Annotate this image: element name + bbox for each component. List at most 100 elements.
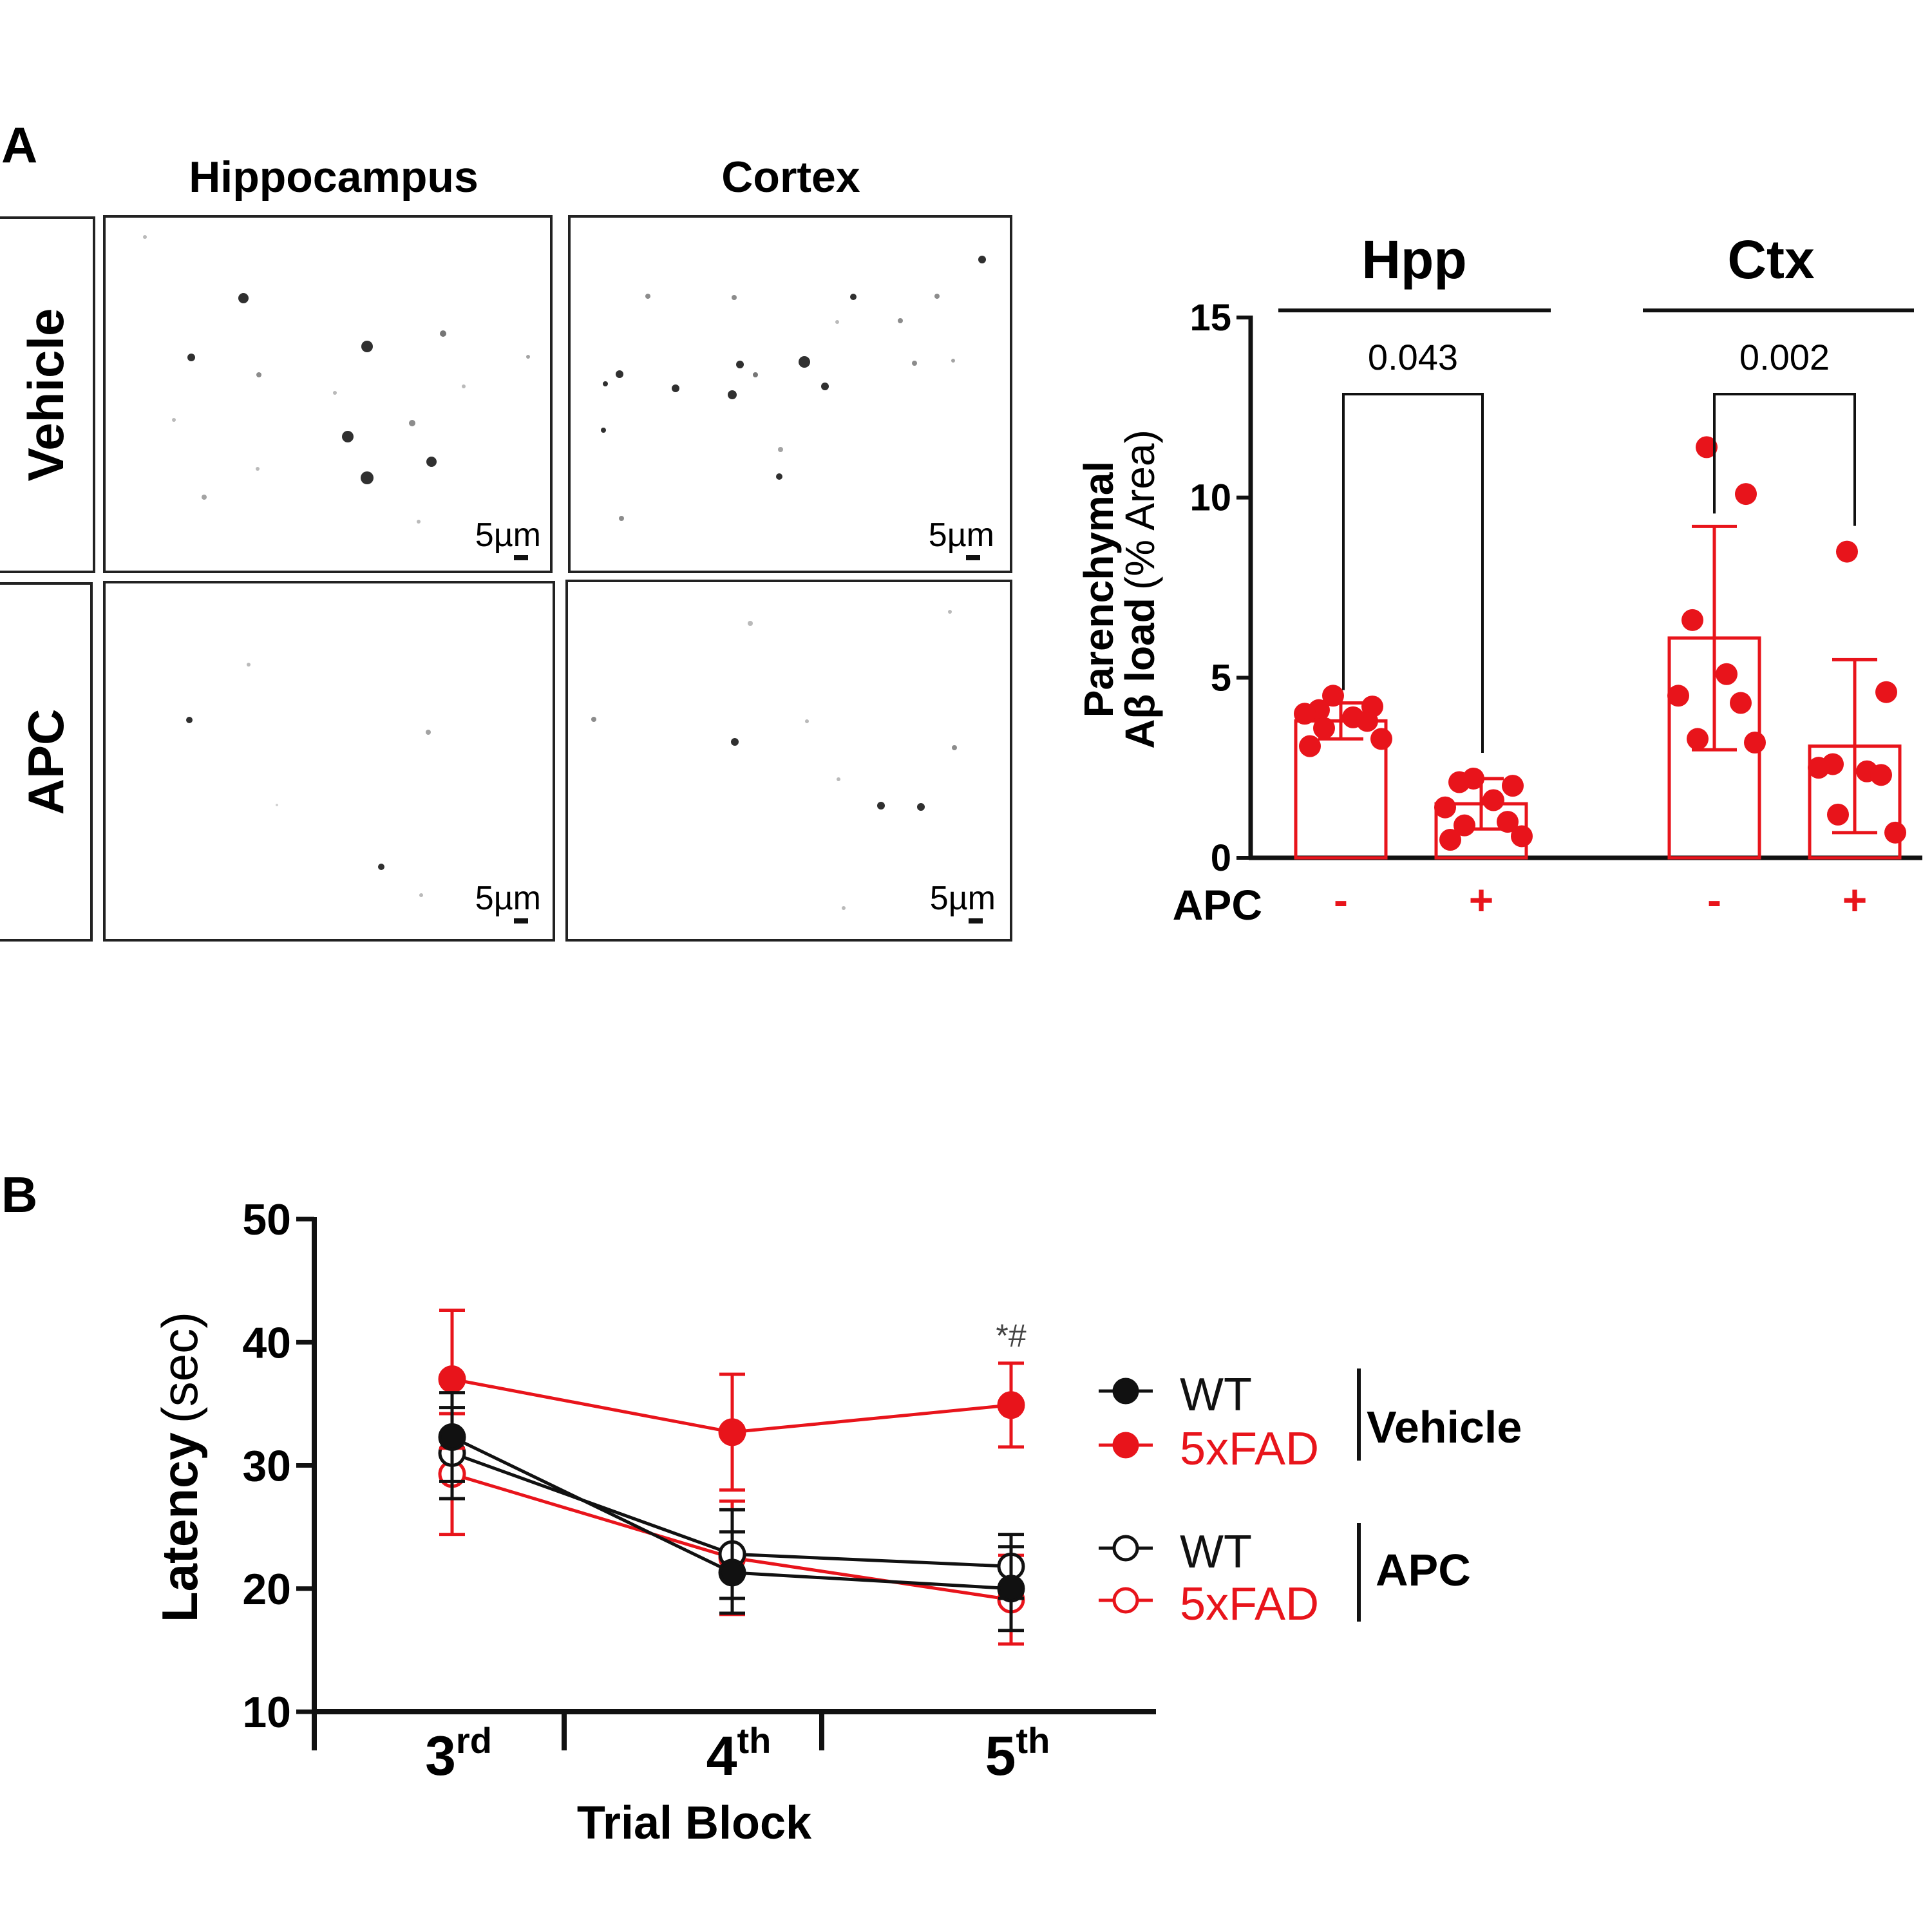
- plaque-dot: [342, 431, 354, 442]
- plaque-dot: [672, 384, 679, 392]
- significance-bracket: [1713, 393, 1856, 526]
- data-point: [1735, 483, 1757, 506]
- plaque-dot: [842, 906, 846, 910]
- y-tick-label: 20: [242, 1565, 291, 1614]
- legend-label-5xfad-apc: 5xFAD: [1180, 1578, 1319, 1630]
- x-tick-label-suffix: rd: [456, 1720, 492, 1761]
- y-tick-label: 10: [1189, 477, 1231, 519]
- panel-a-letter: A: [1, 117, 37, 173]
- data-point: [718, 1418, 746, 1446]
- data-point: [1294, 703, 1316, 725]
- plaque-dot: [143, 235, 147, 239]
- data-point: [1827, 803, 1849, 826]
- plaque-dot: [616, 370, 623, 378]
- scale-bar: [514, 555, 528, 560]
- p-value-label: 0.002: [1739, 337, 1830, 377]
- x-tick-label: 4th: [706, 1720, 772, 1787]
- plaque-dot: [361, 471, 374, 484]
- scale-bar: [514, 918, 528, 923]
- plaque-dot: [776, 473, 782, 480]
- y-axis-label-sub: Aβ load: [1117, 598, 1163, 749]
- y-axis-label: ParenchymalAβ load (% Area): [1075, 430, 1163, 749]
- y-tick-label: 0: [1211, 837, 1231, 879]
- y-axis-label: Latency (sec): [151, 1312, 208, 1622]
- data-point: [1434, 796, 1456, 819]
- plaque-dot: [238, 293, 249, 303]
- plaque-dot: [426, 457, 437, 467]
- plaque-dot: [378, 864, 384, 870]
- data-point: [1448, 771, 1470, 793]
- y-tick-label: 50: [242, 1195, 291, 1244]
- y-tick-label: 5: [1211, 657, 1231, 699]
- plaque-dot: [619, 516, 624, 521]
- x-tick-label-suffix: th: [737, 1720, 771, 1761]
- legend-group-apc: APC: [1376, 1545, 1471, 1595]
- group-header-hpp: Hpp: [1361, 229, 1466, 290]
- plaque-dot: [256, 467, 260, 471]
- data-point: [1482, 789, 1504, 811]
- plaque-dot: [426, 730, 431, 735]
- data-point: [1696, 436, 1718, 459]
- data-point: [1370, 728, 1392, 750]
- scale-bar-label: 5µm: [475, 880, 541, 917]
- x-tick-label-number: 3: [425, 1725, 456, 1787]
- plaque-dot: [917, 803, 925, 811]
- x-tick-label-suffix: th: [1016, 1720, 1050, 1761]
- plaque-dot: [247, 663, 251, 667]
- legend-label-5xfad-vehicle: 5xFAD: [1180, 1423, 1319, 1475]
- plaque-dot: [805, 719, 809, 723]
- plaque-dot: [591, 717, 596, 722]
- plaque-dot: [978, 256, 986, 263]
- data-point: [1744, 732, 1766, 754]
- panel-b-letter: B: [1, 1166, 37, 1223]
- data-point: [438, 1423, 466, 1452]
- data-point: [1502, 775, 1524, 797]
- scale-bar: [969, 918, 983, 923]
- apc-row-label: APC: [1173, 881, 1262, 929]
- apc-sign: -: [1334, 876, 1348, 923]
- plaque-dot: [951, 359, 955, 363]
- data-point: [997, 1575, 1025, 1603]
- plaque-dot: [409, 420, 415, 426]
- data-point: [1322, 685, 1344, 707]
- plaque-dot: [440, 330, 446, 337]
- data-point: [997, 1391, 1025, 1419]
- data-point: [1884, 821, 1906, 844]
- plaque-dot: [934, 294, 940, 299]
- plaque-dot: [645, 294, 650, 299]
- row-label-box-apc: [0, 582, 93, 942]
- plaque-dot: [753, 372, 758, 377]
- data-point: [718, 1558, 746, 1587]
- data-point: [1808, 757, 1830, 779]
- column-header-hippocampus: Hippocampus: [189, 153, 478, 202]
- data-point: [1836, 540, 1858, 563]
- data-point: [1730, 692, 1752, 714]
- plaque-dot: [202, 495, 207, 500]
- significance-annotation: *#: [996, 1318, 1026, 1354]
- y-axis-label-main: Latency: [151, 1432, 208, 1622]
- scale-bar-label: 5µm: [930, 880, 996, 917]
- plaque-dot: [187, 354, 195, 361]
- scale-bar-label: 5µm: [475, 516, 541, 554]
- plaque-dot: [601, 428, 606, 433]
- y-axis-label-unit: (sec): [151, 1312, 208, 1423]
- data-point: [438, 1365, 466, 1394]
- x-axis-label: Trial Block: [577, 1797, 812, 1849]
- plaque-dot: [948, 610, 952, 614]
- plaque-dot: [361, 341, 373, 352]
- plaque-dot: [256, 372, 261, 377]
- data-point: [1313, 717, 1335, 739]
- y-tick-label: 10: [242, 1688, 291, 1737]
- scale-bar-label: 5µm: [929, 516, 994, 554]
- legend-marker: [1112, 1378, 1139, 1405]
- data-point: [1870, 764, 1892, 786]
- plaque-dot: [835, 320, 839, 324]
- plaque-dot: [276, 804, 278, 806]
- data-point: [1439, 829, 1461, 851]
- plaque-dot: [603, 381, 608, 386]
- micrograph-hippocampus-vehicle: 5µm: [103, 215, 553, 573]
- legend-label-wt-apc: WT: [1180, 1526, 1252, 1578]
- data-point: [1681, 609, 1703, 631]
- plaque-dot: [821, 383, 829, 390]
